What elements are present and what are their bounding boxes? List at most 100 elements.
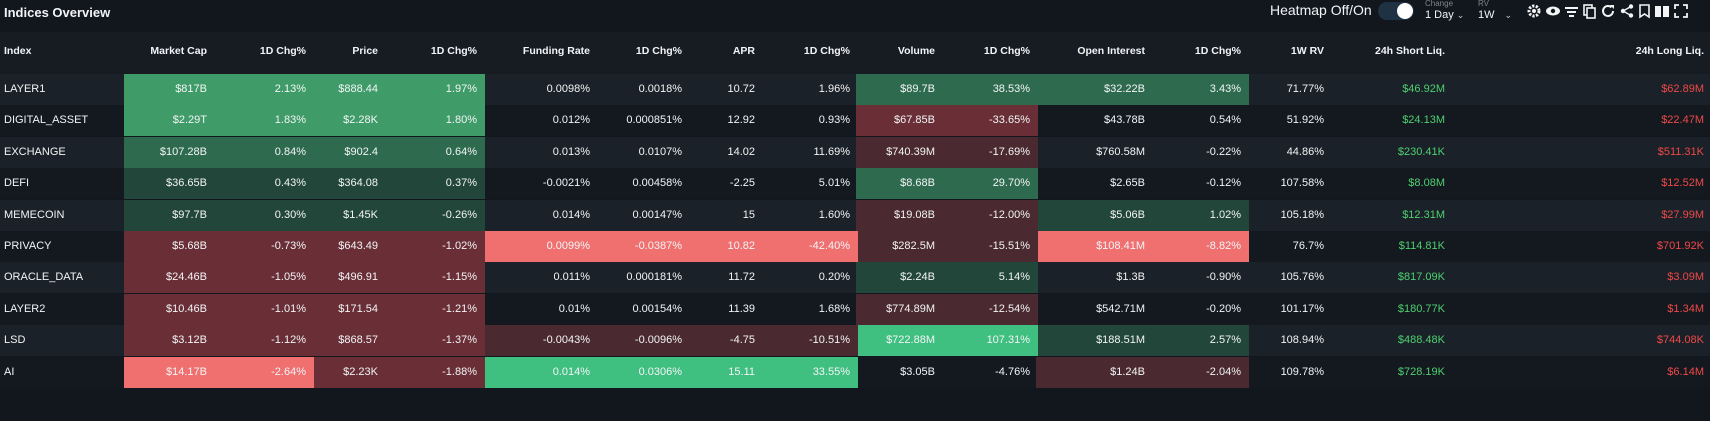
cell-volume-chg: -17.69% (989, 145, 1030, 158)
cell-volume-chg: 38.53% (992, 83, 1030, 95)
cell-index[interactable]: LAYER1 (4, 83, 46, 95)
column-header-volume[interactable]: Volume (897, 45, 935, 57)
cell-apr: 11.72 (728, 271, 755, 284)
cell-volume: $67.85B (894, 114, 935, 127)
table-row[interactable]: AI $14.17B -2.64% $2.23K -1.88% 0.014% 0.0306%… (0, 357, 1710, 388)
cell-market-cap-chg: -0.73% (271, 240, 306, 252)
cell-apr-chg: 0.93% (818, 114, 850, 127)
cell-funding-rate-chg: -0.0387% (634, 240, 682, 252)
cell-open-interest-chg: 2.57% (1209, 334, 1241, 347)
expand-icon[interactable] (1673, 3, 1689, 19)
table-row[interactable]: EXCHANGE $107.28B 0.84% $902.4 0.64% 0.013% 0.… (0, 137, 1710, 168)
cell-open-interest: $32.22B (1104, 83, 1145, 95)
cell-rv-1w: 105.76% (1280, 271, 1324, 284)
column-header-open-interest-chg[interactable]: 1D Chg% (1194, 45, 1241, 57)
cell-funding-rate-chg: -0.0096% (634, 334, 682, 347)
table-row[interactable]: DEFI $36.65B 0.43% $364.08 0.37% -0.0021% 0.00… (0, 168, 1710, 199)
cell-open-interest-chg: -2.04% (1206, 365, 1241, 378)
table-row[interactable]: PRIVACY $5.68B -0.73% $643.49 -1.02% 0.0099% -… (0, 231, 1710, 262)
cell-market-cap-chg: 0.30% (274, 208, 306, 221)
cell-index[interactable]: AI (4, 365, 15, 378)
table-row[interactable]: MEMECOIN $97.7B 0.30% $1.45K -0.26% 0.014% 0.0… (0, 200, 1710, 231)
heat-block (124, 105, 314, 137)
chevron-down-icon[interactable]: ⌄ (1456, 10, 1465, 20)
cell-market-cap-chg: -1.12% (271, 334, 306, 347)
table-row[interactable]: LAYER1 $817B 2.13% $888.44 1.97% 0.0098% 0.001… (0, 74, 1710, 105)
cell-price: $496.91 (338, 271, 378, 284)
cell-market-cap-chg: 0.43% (274, 177, 306, 190)
refresh-icon[interactable] (1600, 3, 1616, 19)
chevron-down-icon[interactable]: ⌄ (1504, 10, 1513, 20)
cell-index[interactable]: ORACLE_DATA (4, 271, 84, 284)
heatmap-toggle-label: Heatmap Off/On (1270, 2, 1372, 18)
heat-block (312, 74, 485, 105)
cell-funding-rate-chg: 0.000851% (626, 114, 682, 127)
filter-icon[interactable] (1564, 3, 1579, 19)
cell-short-liq: $46.92M (1402, 83, 1445, 95)
cell-apr-chg: 33.55% (812, 365, 850, 378)
cell-open-interest-chg: 0.54% (1209, 114, 1241, 127)
cell-funding-rate: 0.014% (552, 365, 590, 378)
column-header-market-cap-chg[interactable]: 1D Chg% (259, 45, 306, 57)
heat-block (312, 199, 485, 231)
cell-index[interactable]: LSD (4, 334, 26, 347)
cell-volume-chg: 107.31% (986, 334, 1030, 347)
cell-market-cap: $2.29T (172, 114, 207, 127)
column-header-funding-rate[interactable]: Funding Rate (522, 45, 590, 57)
copy-icon[interactable] (1582, 3, 1597, 19)
cell-long-liq: $62.89M (1661, 83, 1704, 95)
share-icon[interactable] (1619, 3, 1635, 19)
rv-selector[interactable]: RV 1W ⌄ (1478, 0, 1512, 22)
cell-index[interactable]: EXCHANGE (4, 145, 66, 158)
heat-block (483, 356, 858, 388)
cell-long-liq: $27.99M (1661, 208, 1704, 221)
cell-long-liq: $744.08K (1656, 334, 1704, 347)
heatmap-toggle-knob[interactable] (1397, 3, 1413, 19)
cell-price: $902.4 (344, 145, 378, 158)
column-header-index[interactable]: Index (4, 45, 32, 57)
cell-price: $364.08 (338, 177, 378, 190)
heat-block (312, 105, 485, 137)
cell-price-chg: -1.02% (442, 240, 477, 252)
change-selector-value[interactable]: 1 Day (1425, 9, 1454, 21)
column-header-price-chg[interactable]: 1D Chg% (430, 45, 477, 57)
heatmap-toggle[interactable] (1378, 2, 1414, 20)
change-selector[interactable]: Change 1 Day ⌄ (1425, 0, 1464, 22)
book-icon[interactable] (1654, 3, 1670, 19)
column-header-volume-chg[interactable]: 1D Chg% (983, 45, 1030, 57)
cell-open-interest-chg: 3.43% (1209, 83, 1241, 95)
cell-long-liq: $12.52M (1661, 177, 1704, 190)
cell-index[interactable]: PRIVACY (4, 240, 52, 252)
rv-selector-value[interactable]: 1W (1478, 9, 1495, 21)
column-header-open-interest[interactable]: Open Interest (1077, 45, 1145, 57)
column-header-rv-1w[interactable]: 1W RV (1290, 45, 1324, 57)
column-header-short-liq[interactable]: 24h Short Liq. (1374, 45, 1445, 57)
cell-funding-rate-chg: 0.0018% (638, 83, 682, 95)
column-header-price[interactable]: Price (352, 45, 378, 57)
cell-volume-chg: -4.76% (995, 365, 1030, 378)
heat-block (124, 199, 314, 231)
table-row[interactable]: ORACLE_DATA $24.46B -1.05% $496.91 -1.15% 0.0… (0, 262, 1710, 293)
cell-apr: 14.02 (727, 145, 755, 158)
column-header-market-cap[interactable]: Market Cap (150, 45, 207, 57)
bookmark-icon[interactable] (1638, 3, 1651, 19)
cell-volume-chg: 29.70% (992, 177, 1030, 190)
cell-apr-chg: 1.68% (818, 302, 850, 315)
cell-index[interactable]: DEFI (4, 177, 30, 190)
table-row[interactable]: DIGITAL_ASSET $2.29T 1.83% $2.28K 1.80% 0.012… (0, 105, 1710, 136)
cell-index[interactable]: DIGITAL_ASSET (4, 114, 89, 127)
column-header-apr[interactable]: APR (732, 45, 755, 57)
heat-block (856, 168, 1038, 200)
heat-block (483, 231, 858, 262)
column-header-funding-rate-chg[interactable]: 1D Chg% (635, 45, 682, 57)
column-header-long-liq[interactable]: 24h Long Liq. (1635, 45, 1704, 57)
cell-market-cap: $10.46B (166, 302, 207, 315)
settings-gear-icon[interactable] (1526, 3, 1542, 19)
eye-icon[interactable] (1545, 3, 1561, 19)
column-header-apr-chg[interactable]: 1D Chg% (803, 45, 850, 57)
table-row[interactable]: LSD $3.12B -1.12% $868.57 -1.37% -0.0043% -0.0… (0, 325, 1710, 356)
cell-index[interactable]: LAYER2 (4, 302, 46, 315)
cell-index[interactable]: MEMECOIN (4, 208, 65, 221)
table-row[interactable]: LAYER2 $10.46B -1.01% $171.54 -1.21% 0.01% 0.0… (0, 294, 1710, 325)
cell-short-liq: $488.48K (1397, 334, 1445, 347)
